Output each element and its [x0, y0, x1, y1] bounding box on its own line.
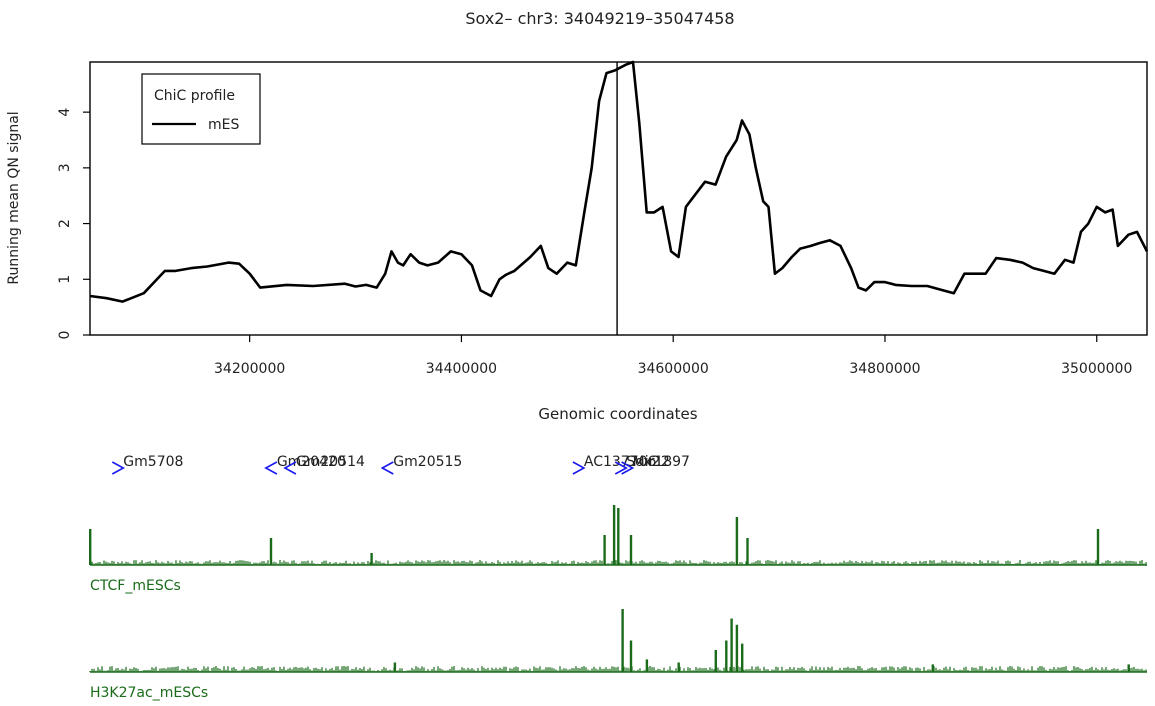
track-peak [725, 640, 728, 672]
gene-gm20514: Gm20514 [283, 454, 365, 475]
x-tick-label: 34200000 [214, 361, 285, 377]
y-tick-label: 1 [57, 275, 73, 284]
legend: ChiC profile mES [141, 73, 261, 145]
track-peak [730, 618, 733, 672]
y-tick-label: 4 [57, 108, 73, 117]
x-tick-label: 34800000 [849, 361, 920, 377]
x-axis: 34200000 34400000 34600000 34800000 35000000 [214, 335, 1132, 377]
track-peak [617, 508, 620, 565]
gene-label: Gm5708 [123, 454, 183, 470]
track-peak [89, 529, 92, 565]
track-peak [370, 553, 373, 565]
track-peak [735, 624, 739, 673]
y-tick-label: 2 [57, 219, 73, 228]
gene-gm20515: Gm20515 [380, 454, 462, 475]
track-peak [931, 664, 934, 672]
legend-title: ChiC profile [154, 88, 235, 104]
legend-box [141, 73, 261, 145]
track-peak [645, 659, 649, 672]
chart-title: Sox2– chr3: 34049219–35047458 [465, 9, 734, 28]
track-peak [1127, 664, 1130, 672]
x-tick-label: 35000000 [1061, 361, 1132, 377]
gene-label: Sox2 [626, 454, 660, 470]
gene-label: Gm20515 [393, 454, 462, 470]
strand-minus-arrow-icon [380, 461, 394, 475]
series-layer [89, 60, 1149, 303]
y-axis-label: Running mean QN signal [6, 111, 22, 284]
track-peak [603, 535, 606, 565]
gene-gm20420: Gm20420 [264, 454, 346, 475]
strand-plus-arrow-icon [621, 461, 635, 475]
track-peak [741, 643, 744, 672]
y-tick-label: 0 [57, 331, 73, 340]
gene-mir1897: Mir1897 [621, 454, 690, 475]
x-tick-label: 34400000 [426, 361, 497, 377]
strand-plus-arrow-icon [572, 461, 586, 475]
track-ctcf-mescs: CTCF_mESCs [89, 505, 1147, 594]
track-h3k27ac-mescs: H3K27ac_mESCs [89, 609, 1147, 701]
strand-minus-arrow-icon [264, 461, 278, 475]
track-peak [612, 505, 616, 565]
x-axis-label: Genomic coordinates [538, 405, 697, 423]
gene-gm5708: Gm5708 [111, 454, 183, 475]
gene-label: Gm20420 [277, 454, 346, 470]
track-peak [677, 662, 680, 672]
y-tick-label: 3 [57, 163, 73, 172]
track-peak [714, 650, 717, 672]
track-label: CTCF_mESCs [90, 578, 181, 594]
track-peak [629, 535, 633, 565]
legend-entry-mes: mES [208, 117, 239, 133]
gene-label: Gm20514 [296, 454, 365, 470]
strand-plus-arrow-icon [111, 461, 125, 475]
track-peak [393, 662, 397, 672]
gene-label: Mir1897 [633, 454, 690, 470]
series-line-mes [89, 60, 1149, 303]
line-plot: 0 1 2 3 4 34200000 34400000 34600000 34800000 35… [57, 60, 1149, 377]
gene-label: AC137706.2 [584, 454, 670, 470]
track-peak [1096, 529, 1100, 565]
y-axis: 0 1 2 3 4 [57, 108, 90, 340]
track-peak [746, 538, 749, 565]
track-peak [735, 517, 739, 565]
signal-tracks: CTCF_mESCs H3K27ac_mESCs [89, 505, 1147, 701]
strand-plus-arrow-icon [614, 461, 628, 475]
track-peak [621, 609, 624, 672]
strand-minus-arrow-icon [283, 461, 297, 475]
track-peak [269, 538, 273, 565]
track-peak [629, 640, 633, 672]
gene-sox2: Sox2 [614, 454, 660, 475]
track-label: H3K27ac_mESCs [90, 685, 208, 701]
track-background-signal [89, 666, 1147, 672]
plot-frame [89, 61, 1148, 336]
x-tick-label: 34600000 [638, 361, 709, 377]
gene-ac137706-2: AC137706.2 [572, 454, 670, 475]
